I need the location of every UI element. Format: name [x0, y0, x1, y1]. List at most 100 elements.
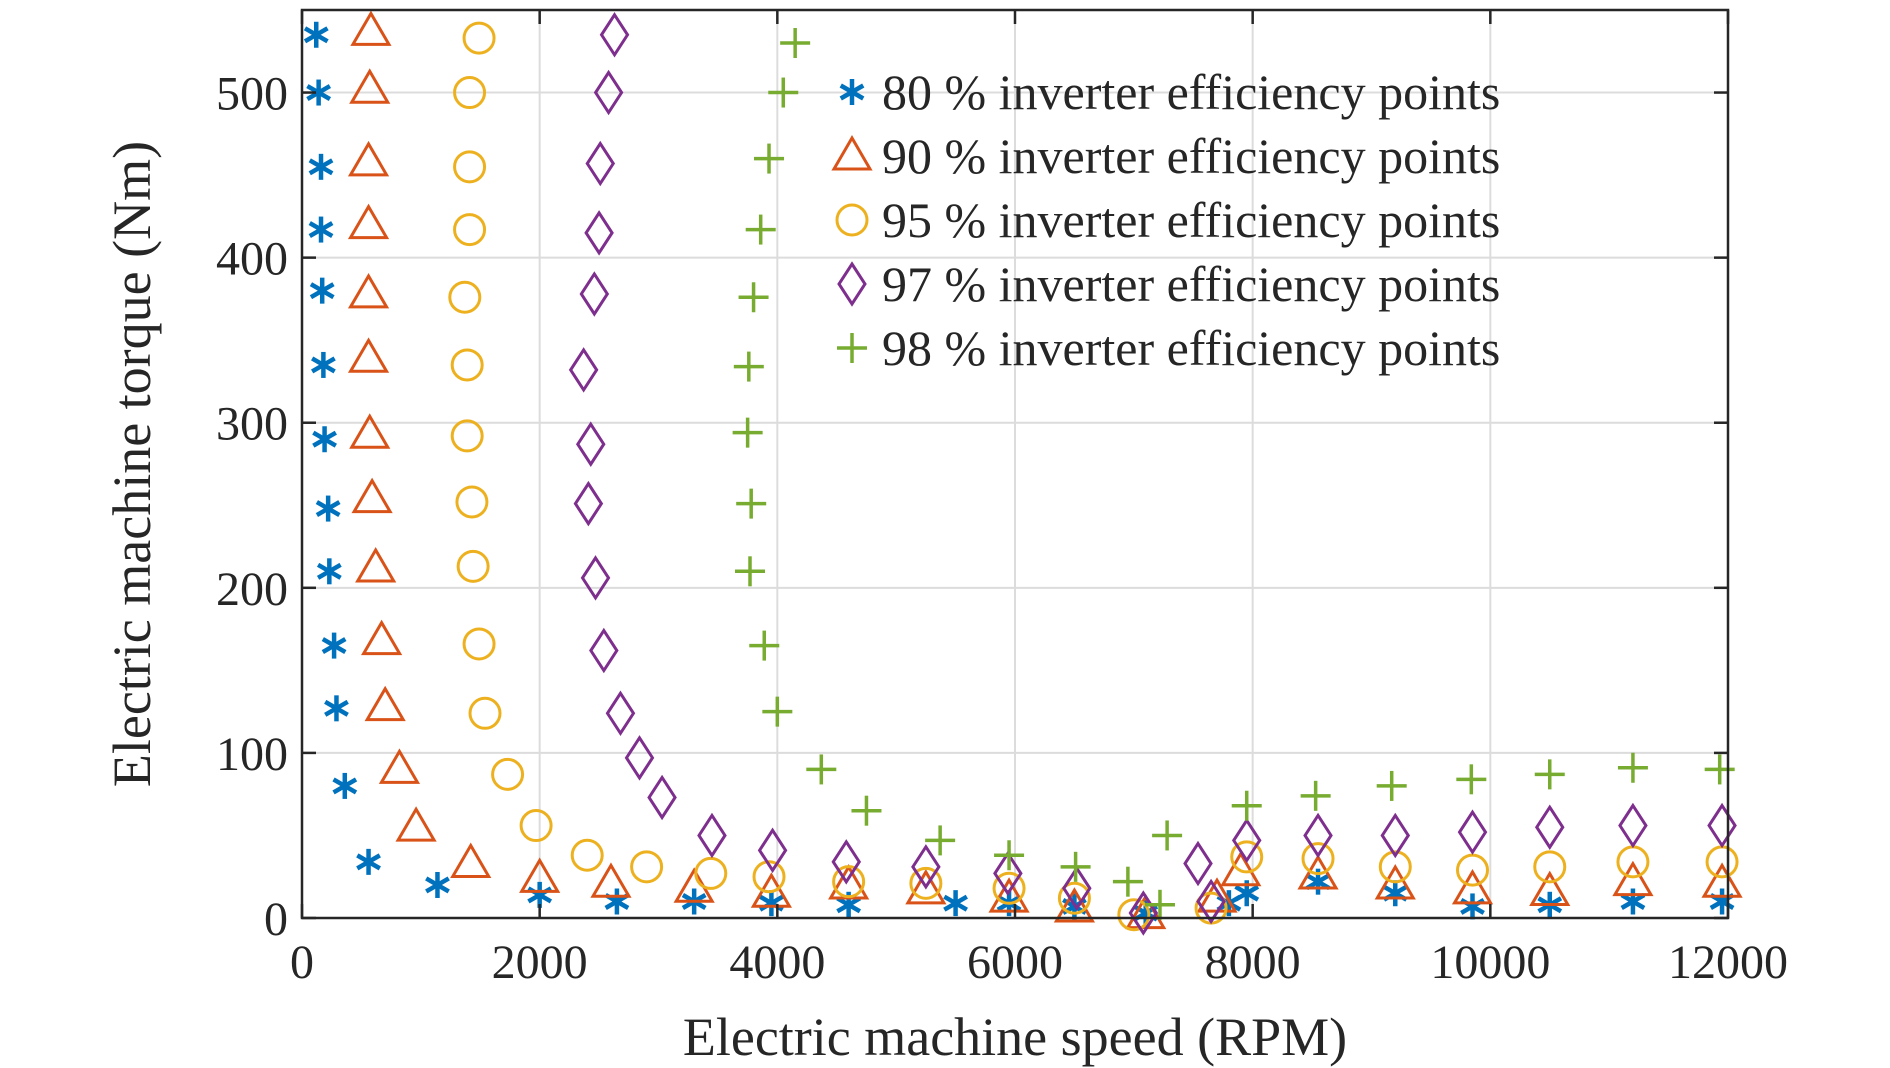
data-point-plus [732, 417, 763, 448]
data-point-diamond [757, 827, 788, 874]
data-point-diamond [605, 690, 636, 737]
legend: 80 % inverter efficiency points 90 % inve… [831, 64, 1500, 376]
data-point-asterisk [308, 216, 334, 243]
x-tick-label: 2000 [492, 936, 588, 989]
data-point-triangle [1053, 887, 1096, 923]
data-point-diamond [697, 812, 727, 859]
series-3-circle-markers [448, 21, 1739, 932]
data-point-diamond [624, 735, 655, 781]
data-point-circle [462, 627, 496, 661]
data-point-plus [1112, 866, 1143, 897]
data-point-circle [453, 150, 487, 184]
data-point-circle [832, 865, 866, 899]
y-tick-label: 100 [216, 728, 288, 781]
data-point-triangle [519, 857, 561, 893]
data-point-circle [1378, 850, 1412, 884]
x-tick-label: 6000 [967, 936, 1063, 989]
data-point-asterisk [356, 848, 381, 875]
data-point-plus [768, 77, 799, 108]
data-point-triangle [1612, 860, 1654, 897]
data-markers [303, 10, 1743, 936]
data-point-diamond [584, 210, 614, 256]
data-point-diamond [1196, 878, 1226, 925]
data-point-diamond [1062, 865, 1092, 912]
data-point-circle [1230, 840, 1264, 874]
data-point-diamond [1183, 840, 1213, 887]
data-point-triangle [395, 806, 437, 842]
data-point-diamond [1231, 817, 1262, 864]
x-axis-label: Electric machine speed (RPM) [683, 1007, 1347, 1067]
data-point-circle [453, 76, 487, 110]
data-point-circle [455, 485, 489, 519]
data-point-triangle [1297, 854, 1339, 890]
data-point-asterisk [311, 351, 336, 378]
data-point-circle [1057, 881, 1091, 915]
data-point-diamond [1618, 802, 1648, 849]
data-point-plus [780, 28, 811, 59]
legend-marker-circle [835, 203, 869, 237]
data-point-diamond [579, 271, 610, 317]
data-point-diamond [593, 69, 624, 116]
data-point-circle [570, 838, 604, 872]
y-tick-label: 400 [216, 233, 288, 286]
data-point-diamond [1457, 809, 1488, 855]
legend-marker-triangle [831, 135, 873, 171]
data-point-plus [1152, 820, 1183, 851]
data-point-circle [694, 856, 728, 890]
data-point-asterisk [425, 871, 450, 898]
data-point-plus [754, 143, 785, 174]
x-tick-label: 8000 [1205, 936, 1301, 989]
data-point-triangle [350, 10, 392, 46]
data-point-triangle [905, 868, 947, 905]
data-point-triangle [1374, 863, 1416, 900]
legend-label: 80 % inverter efficiency points [882, 64, 1500, 120]
y-tick-label: 500 [216, 68, 288, 121]
data-point-diamond [993, 850, 1023, 897]
data-point-plus [806, 754, 837, 785]
data-point-circle [630, 850, 664, 884]
data-point-diamond [585, 140, 616, 187]
x-tick-label: 10000 [1430, 936, 1550, 989]
data-point-circle [1533, 850, 1567, 884]
legend-label: 95 % inverter efficiency points [882, 192, 1500, 248]
data-point-circle [909, 866, 943, 900]
data-point-plus [1376, 770, 1407, 801]
legend-label: 90 % inverter efficiency points [882, 128, 1500, 184]
data-point-triangle [347, 140, 390, 177]
data-point-plus [1300, 780, 1331, 811]
data-point-plus [994, 840, 1025, 871]
data-point-plus [1456, 764, 1487, 795]
data-point-triangle [349, 68, 391, 104]
data-point-diamond [573, 480, 604, 527]
data-point-asterisk [943, 890, 968, 917]
data-point-asterisk [332, 772, 358, 799]
data-point-asterisk [309, 277, 335, 304]
data-point-triangle [590, 862, 632, 898]
legend-label: 98 % inverter efficiency points [882, 320, 1500, 376]
data-point-circle [456, 549, 490, 583]
data-point-triangle [1451, 868, 1494, 905]
data-point-triangle [347, 337, 390, 373]
legend-marker-diamond [837, 261, 867, 307]
x-tick-label: 4000 [729, 936, 825, 989]
data-point-circle [468, 696, 502, 730]
data-point-plus [735, 556, 766, 587]
data-point-plus [1060, 851, 1091, 882]
data-point-circle [491, 757, 525, 791]
data-point-triangle [378, 748, 421, 784]
y-tick-label: 0 [264, 893, 288, 946]
data-point-plus [1231, 790, 1262, 821]
data-point-circle [453, 213, 487, 247]
data-point-circle [992, 871, 1026, 905]
data-point-circle [448, 280, 482, 314]
data-point-circle [462, 21, 496, 55]
data-point-plus [851, 795, 882, 826]
data-point-triangle [351, 477, 393, 514]
series-4-diamond-markers [568, 12, 1737, 936]
data-point-asterisk [308, 153, 334, 180]
data-point-diamond [575, 421, 606, 467]
data-point-plus [1144, 889, 1175, 920]
data-point-triangle [347, 272, 390, 309]
